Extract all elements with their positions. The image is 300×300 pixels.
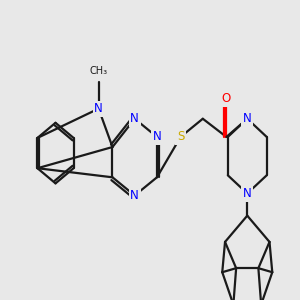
Text: N: N: [153, 130, 161, 143]
Text: N: N: [130, 189, 139, 202]
Text: N: N: [243, 187, 252, 200]
Text: S: S: [177, 130, 184, 143]
Text: N: N: [130, 112, 139, 125]
Text: N: N: [94, 102, 103, 115]
Text: O: O: [222, 92, 231, 105]
Text: N: N: [243, 112, 252, 125]
Text: CH₃: CH₃: [89, 66, 108, 76]
